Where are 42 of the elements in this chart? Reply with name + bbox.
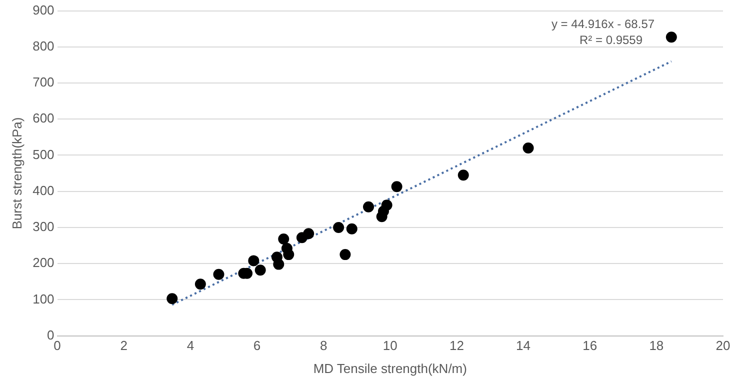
point (381, 200, 392, 211)
point (278, 234, 290, 245)
y-tick-label: 300 (32, 219, 54, 234)
y-tick-label: 500 (32, 146, 54, 162)
point (391, 181, 402, 192)
y-tick-label: 800 (32, 38, 54, 54)
point (273, 258, 284, 270)
y-tick-label: 400 (32, 182, 54, 198)
x-tick-label: 10 (382, 338, 398, 354)
x-tick-label: 20 (716, 338, 730, 354)
point (213, 268, 224, 280)
x-tick-label: 8 (320, 338, 328, 354)
point (166, 293, 178, 304)
point (340, 249, 351, 260)
annotation: R² = 0.9559 (579, 33, 643, 48)
point (363, 201, 374, 212)
x-tick-label: 14 (516, 338, 531, 354)
point (333, 222, 344, 233)
y-tick-label: 0 (47, 327, 54, 342)
annotation: y = 44.916x - 68.57 (551, 17, 655, 32)
x-tick-label: 18 (649, 338, 664, 354)
x-tick-label: 6 (253, 338, 261, 354)
point (458, 170, 469, 181)
point (254, 264, 266, 276)
x-tick-label: 4 (186, 338, 194, 354)
point (522, 142, 534, 154)
point (666, 32, 677, 43)
y-tick-label: 600 (32, 110, 54, 126)
y-tick-label: 900 (32, 2, 54, 18)
point (283, 249, 294, 260)
x-tick-label: 2 (120, 338, 128, 354)
point (248, 255, 260, 266)
y-tick-label: 700 (32, 74, 54, 90)
point (303, 228, 314, 240)
y-tick-label: 200 (32, 255, 54, 270)
x-tick-label: 12 (449, 338, 464, 354)
y-tick-label: 100 (32, 291, 54, 306)
point (194, 278, 206, 290)
y-axis-title: Burst strength(kPa) (9, 117, 24, 230)
x-axis-title: MD Tensile strength(kN/m) (313, 360, 467, 376)
x-tick-label: 16 (582, 338, 598, 354)
point (346, 223, 358, 234)
